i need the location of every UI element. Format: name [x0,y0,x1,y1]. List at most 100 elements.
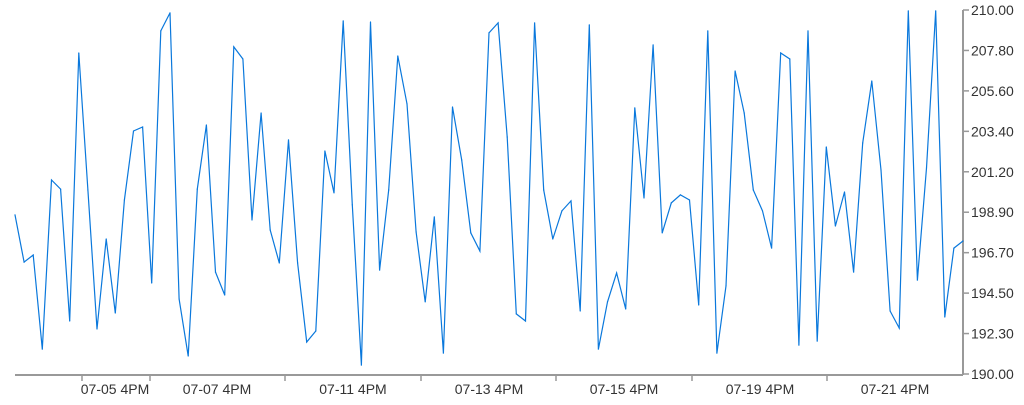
data-point [625,308,627,310]
data-point [707,30,709,32]
series-line [14,10,964,366]
data-point [205,124,207,126]
data-point [880,169,882,171]
y-tick-label: 210.00 [971,2,1014,18]
data-point [771,247,773,249]
data-point [916,279,919,281]
data-point [752,189,754,191]
data-point [233,46,235,48]
data-point [816,340,818,342]
data-point [698,304,700,306]
data-point [388,189,390,191]
data-point [898,327,900,329]
data-point [515,313,517,315]
data-point [160,30,162,32]
data-point [369,21,372,23]
data-point [798,344,800,346]
data-point [360,364,362,366]
data-point [534,22,536,24]
data-point [379,269,381,271]
data-point [543,189,545,191]
data-point [351,204,353,206]
data-point [570,200,572,202]
x-tick-label: 07-13 4PM [455,381,523,397]
data-point [23,261,25,263]
y-tick-label: 196.70 [971,245,1014,261]
data-point [87,189,89,191]
data-point [114,312,116,314]
data-point [825,146,827,148]
y-tick-label: 203.40 [971,123,1014,139]
data-point [251,219,253,221]
data-point [442,352,444,354]
data-point [287,139,290,141]
x-tick-label: 07-15 4PM [590,381,658,397]
data-point [643,197,645,199]
data-point [132,130,135,132]
data-point [962,240,964,242]
x-tick-label: 07-11 4PM [319,381,386,397]
x-tick-label: 07-21 4PM [861,381,929,397]
data-point [242,58,244,60]
data-point [397,55,399,57]
data-point [224,294,226,296]
data-point [178,298,180,300]
data-point [187,355,189,357]
data-point [151,282,153,284]
data-point [196,188,198,190]
data-point [96,328,98,330]
data-point [853,271,855,273]
data-point [944,316,946,318]
data-point [451,106,454,108]
data-point [953,247,955,249]
data-point [41,348,43,350]
data-point [315,330,317,332]
data-point [935,10,937,12]
data-point [260,112,262,114]
data-point [32,254,34,256]
data-point [552,238,554,240]
data-point [488,32,490,34]
data-point [324,150,326,152]
y-tick-label: 207.80 [971,42,1014,58]
y-tick-label: 194.50 [971,285,1014,301]
data-point [579,310,581,312]
data-point [14,214,16,216]
x-tick-label: 07-05 4PM [81,381,149,397]
data-point [679,194,682,196]
data-point [925,167,928,169]
data-point [843,191,846,193]
data-point [105,238,107,240]
data-point [725,285,727,287]
data-point [670,202,672,204]
data-point [780,52,782,54]
data-point [907,10,909,12]
data-point [688,199,691,201]
y-tick-label: 205.60 [971,83,1014,99]
data-point [652,44,654,46]
data-point [123,199,125,201]
data-point [889,310,891,312]
data-point [433,216,435,218]
data-point [306,341,308,343]
data-point [415,231,417,233]
x-tick-label: 07-07 4PM [183,381,251,397]
data-point [60,188,62,190]
data-point [142,126,144,128]
data-point [506,136,508,138]
y-tick-label: 201.20 [971,164,1014,180]
data-point [269,229,271,231]
data-point [716,352,718,354]
data-point [497,22,499,24]
data-point [78,52,80,54]
data-point [834,225,837,227]
data-point [342,20,344,22]
x-tick-label: 07-19 4PM [726,381,794,397]
data-point [588,24,590,26]
data-point [634,107,636,109]
data-point [761,210,764,212]
data-point [461,159,463,161]
y-tick-label: 192.30 [971,326,1014,342]
y-tick-label: 198.90 [971,204,1014,220]
data-point [862,142,864,144]
